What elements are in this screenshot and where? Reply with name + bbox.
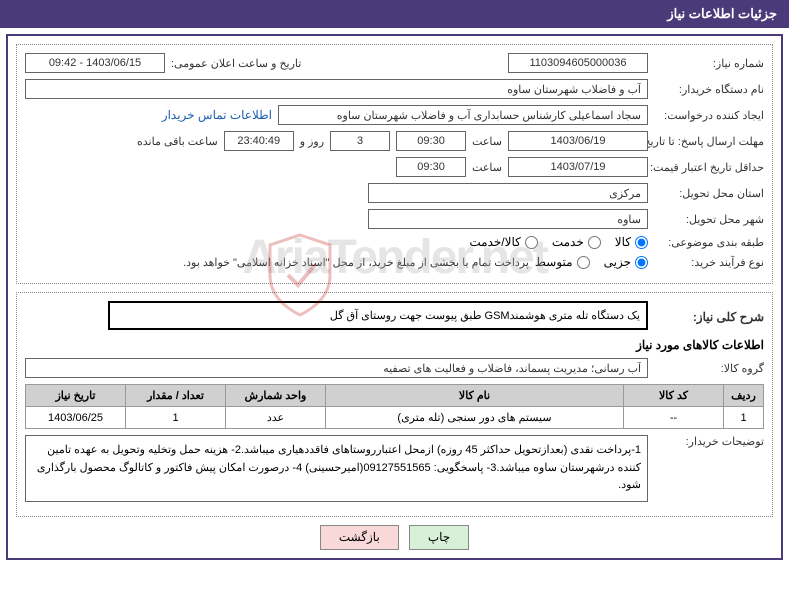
cat-both-radio[interactable] bbox=[525, 236, 538, 249]
province-field bbox=[368, 183, 648, 203]
cell-name: سیستم های دور سنجی (تله متری) bbox=[326, 407, 624, 429]
th-code: کد کالا bbox=[624, 385, 724, 407]
requester-field bbox=[278, 105, 648, 125]
proc-medium-label: متوسط bbox=[535, 255, 573, 269]
th-unit: واحد شمارش bbox=[226, 385, 326, 407]
process-radios: جزیی متوسط bbox=[535, 255, 648, 269]
announce-label: تاریخ و ساعت اعلان عمومی: bbox=[171, 57, 301, 70]
deadline-time-field bbox=[396, 131, 466, 151]
button-row: چاپ بازگشت bbox=[16, 525, 773, 550]
deadline-label: مهلت ارسال پاسخ: تا تاریخ: bbox=[654, 135, 764, 148]
validity-label: حداقل تاریخ اعتبار قیمت: تا تاریخ: bbox=[654, 161, 764, 174]
cat-goods-radio[interactable] bbox=[635, 236, 648, 249]
proc-small-radio[interactable] bbox=[635, 256, 648, 269]
cell-date: 1403/06/25 bbox=[26, 407, 126, 429]
cell-qty: 1 bbox=[126, 407, 226, 429]
cat-service-option[interactable]: خدمت bbox=[552, 235, 601, 249]
cell-idx: 1 bbox=[724, 407, 764, 429]
panel-header: جزئیات اطلاعات نیاز bbox=[0, 0, 789, 28]
payment-note: پرداخت تمام یا بخشی از مبلغ خرید، از محل… bbox=[183, 256, 529, 269]
requester-label: ایجاد کننده درخواست: bbox=[654, 109, 764, 122]
buyer-notes-box: 1-پرداخت نقدی (بعدازتحویل حداکثر 45 روزه… bbox=[25, 435, 648, 502]
need-no-field bbox=[508, 53, 648, 73]
table-header-row: ردیف کد کالا نام کالا واحد شمارش تعداد /… bbox=[26, 385, 764, 407]
group-label: گروه کالا: bbox=[654, 362, 764, 375]
cat-service-label: خدمت bbox=[552, 235, 584, 249]
time-label-2: ساعت bbox=[472, 161, 502, 174]
days-remaining-field bbox=[330, 131, 390, 151]
th-date: تاریخ نیاز bbox=[26, 385, 126, 407]
province-label: استان محل تحویل: bbox=[654, 187, 764, 200]
th-qty: تعداد / مقدار bbox=[126, 385, 226, 407]
cat-both-option[interactable]: کالا/خدمت bbox=[469, 235, 537, 249]
summary-field: یک دستگاه تله متری هوشمندGSM طبق پیوست ج… bbox=[108, 301, 648, 330]
validity-date-field bbox=[508, 157, 648, 177]
th-name: نام کالا bbox=[326, 385, 624, 407]
city-field bbox=[368, 209, 648, 229]
group-field bbox=[25, 358, 648, 378]
countdown-field bbox=[224, 131, 294, 151]
table-row: 1 -- سیستم های دور سنجی (تله متری) عدد 1… bbox=[26, 407, 764, 429]
deadline-date-field bbox=[508, 131, 648, 151]
th-row: ردیف bbox=[724, 385, 764, 407]
proc-medium-radio[interactable] bbox=[577, 256, 590, 269]
days-and-label: روز و bbox=[300, 135, 324, 148]
process-label: نوع فرآیند خرید: bbox=[654, 256, 764, 269]
cat-both-label: کالا/خدمت bbox=[469, 235, 520, 249]
cat-service-radio[interactable] bbox=[588, 236, 601, 249]
main-frame: شماره نیاز: تاریخ و ساعت اعلان عمومی: نا… bbox=[6, 34, 783, 560]
buyer-contact-link[interactable]: اطلاعات تماس خریدار bbox=[162, 108, 272, 122]
announce-field bbox=[25, 53, 165, 73]
cell-unit: عدد bbox=[226, 407, 326, 429]
panel-title: جزئیات اطلاعات نیاز bbox=[667, 6, 777, 21]
buyer-notes-label: توضیحات خریدار: bbox=[654, 435, 764, 448]
buyer-org-field bbox=[25, 79, 648, 99]
proc-medium-option[interactable]: متوسط bbox=[535, 255, 590, 269]
category-radios: کالا خدمت کالا/خدمت bbox=[469, 235, 648, 249]
validity-time-field bbox=[396, 157, 466, 177]
summary-label: شرح کلی نیاز: bbox=[654, 310, 764, 324]
proc-small-label: جزیی bbox=[604, 255, 631, 269]
print-button[interactable]: چاپ bbox=[409, 525, 469, 550]
city-label: شهر محل تحویل: bbox=[654, 213, 764, 226]
goods-section: شرح کلی نیاز: یک دستگاه تله متری هوشمندG… bbox=[16, 292, 773, 517]
cat-goods-label: کالا bbox=[615, 235, 631, 249]
goods-info-title: اطلاعات کالاهای مورد نیاز bbox=[25, 338, 764, 352]
back-button[interactable]: بازگشت bbox=[320, 525, 399, 550]
cell-code: -- bbox=[624, 407, 724, 429]
proc-small-option[interactable]: جزیی bbox=[604, 255, 648, 269]
category-label: طبقه بندی موضوعی: bbox=[654, 236, 764, 249]
buyer-org-label: نام دستگاه خریدار: bbox=[654, 83, 764, 96]
remaining-label: ساعت باقی مانده bbox=[137, 135, 218, 148]
cat-goods-option[interactable]: کالا bbox=[615, 235, 648, 249]
form-section: شماره نیاز: تاریخ و ساعت اعلان عمومی: نا… bbox=[16, 44, 773, 284]
time-label-1: ساعت bbox=[472, 135, 502, 148]
goods-table: ردیف کد کالا نام کالا واحد شمارش تعداد /… bbox=[25, 384, 764, 429]
need-no-label: شماره نیاز: bbox=[654, 57, 764, 70]
